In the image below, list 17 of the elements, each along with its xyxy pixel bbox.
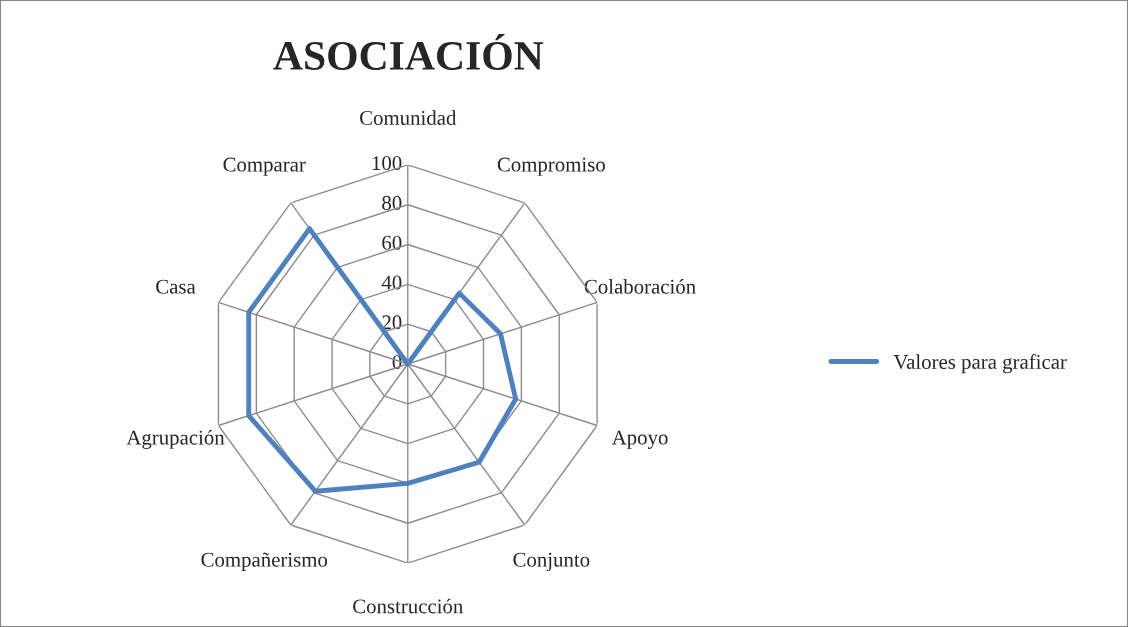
legend-label: Valores para graficar [893,354,1067,374]
spoke-label: Apoyo [611,430,668,449]
spoke-label: Colaboración [584,279,696,294]
y-tick-label: 100 [372,156,402,171]
spoke-label: Conjunto [513,552,590,571]
spoke-label: Construcción [353,598,463,614]
spoke-label: Comunidad [360,110,457,125]
y-tick-label: 20 [382,315,402,330]
y-tick-label: 80 [382,195,402,210]
spoke-label: Casa [156,279,196,294]
spoke-label: Agrupación [126,429,225,449]
y-tick-label: 40 [381,275,402,290]
spoke-label: Compromiso [497,157,605,176]
y-tick-label: 60 [382,235,402,250]
chart-title: ASOCIACIÓN [273,33,544,70]
spoke-label: Compañerismo [201,552,328,571]
spoke-label: Comparar [223,157,306,176]
